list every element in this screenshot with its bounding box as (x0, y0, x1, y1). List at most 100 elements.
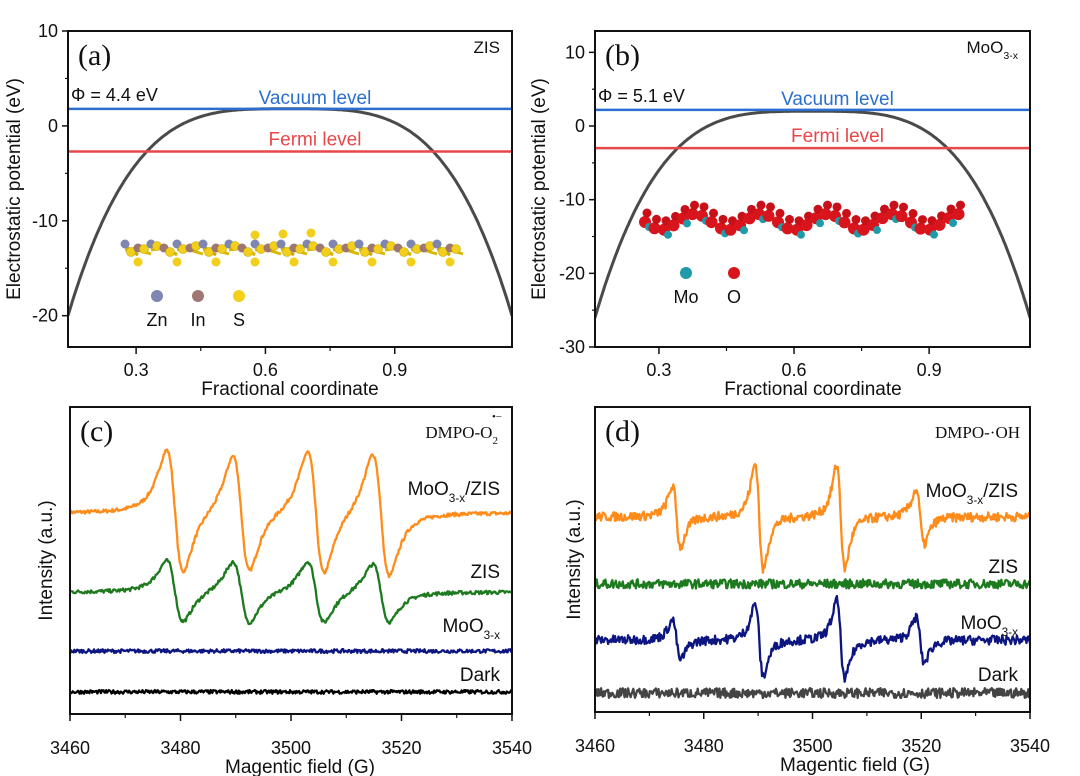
work-function-label: Φ = 5.1 eV (598, 86, 685, 106)
atom (172, 257, 182, 267)
series-line (70, 448, 512, 579)
atom (306, 228, 316, 238)
atom (204, 247, 214, 257)
panel-label: (d) (605, 415, 640, 448)
atom (686, 208, 699, 221)
panel-title-main: MoO (967, 38, 1004, 57)
atom (321, 247, 331, 257)
atom (740, 226, 748, 235)
atom (930, 230, 938, 239)
atom (438, 247, 448, 257)
series-label-sub: 3-x (1002, 626, 1018, 639)
series-line (595, 578, 1030, 590)
legend-label: S (233, 310, 245, 330)
series-label-suffix: /ZIS (983, 481, 1018, 502)
panel-label: (b) (605, 39, 640, 72)
y-tick-label: 0 (48, 116, 58, 136)
atom (823, 200, 832, 210)
legend-label: In (190, 310, 205, 330)
atom (851, 215, 861, 225)
series-line (595, 594, 1030, 683)
series-line (70, 558, 512, 626)
y-axis-title: Electrostatic potential (eV) (529, 78, 550, 300)
x-axis-title: Fractional coordinate (201, 379, 378, 400)
atom (289, 257, 299, 267)
atom (406, 257, 416, 267)
series-label-main: MoO (408, 479, 449, 500)
atom (250, 230, 260, 240)
atom (328, 257, 338, 267)
series-label: MoO3-x (442, 616, 500, 642)
atom (832, 202, 842, 212)
y-tick-label: 10 (565, 42, 585, 62)
legend-label: O (727, 287, 741, 307)
legend-dot-mo (680, 267, 692, 279)
panel-title-main: ZIS (474, 38, 500, 57)
x-tick-label: 3480 (684, 736, 724, 756)
atom (838, 216, 851, 229)
atom (126, 247, 136, 257)
atom (699, 202, 709, 212)
panel-b: 0.3 0.6 0.9 10 0 -10 -20 -30 Fractional coordina… (529, 30, 1031, 400)
atom (451, 244, 461, 254)
series-label-sub: 3-x (484, 629, 500, 642)
panel-title-sup: •− (492, 411, 502, 423)
atom (690, 200, 699, 210)
series-label: MoO3-x (960, 613, 1018, 639)
x-tick-label: 3520 (381, 738, 421, 758)
series-label: ZIS (988, 557, 1018, 578)
x-tick-label: 0.6 (253, 360, 278, 380)
y-tick-label: -30 (559, 337, 585, 357)
x-axis-title: Magentic field (G) (780, 755, 930, 776)
atom (889, 200, 899, 210)
x-axis-title: Fractional coordinate (724, 379, 901, 400)
series-label-main: Dark (460, 665, 501, 686)
legend-dot-zn (151, 290, 163, 302)
zis-structure-image (120, 228, 464, 267)
atom (766, 202, 775, 212)
y-axis-title: Intensity (a.u.) (564, 499, 585, 619)
atom (133, 257, 143, 267)
atom (683, 219, 691, 228)
work-function-label: Φ = 4.4 eV (71, 85, 158, 105)
atom (775, 208, 785, 218)
atom (198, 239, 208, 249)
series-label-main: MoO (926, 481, 967, 502)
atom (918, 215, 927, 225)
plot-frame (69, 406, 513, 715)
legend-dot-in (192, 290, 204, 302)
legend-label: Zn (146, 310, 167, 330)
series-label-sub: 3-x (967, 494, 983, 507)
atom (642, 208, 652, 218)
x-tick-label: 3540 (1010, 736, 1050, 756)
atom (432, 239, 442, 249)
atom (800, 219, 813, 232)
legend-dot-o (728, 267, 740, 279)
y-tick-label: -10 (32, 211, 58, 231)
x-tick-label: 3520 (901, 736, 941, 756)
atom (165, 247, 175, 257)
panel-c: 3460 3480 3500 3520 3540 Magentic field (G) In… (36, 406, 532, 776)
atom (445, 257, 455, 267)
potential-curve (595, 109, 1030, 318)
atom (652, 214, 661, 224)
x-tick-label: 0.3 (646, 360, 671, 380)
series-label: Dark (978, 665, 1019, 686)
atom (282, 247, 292, 257)
series-label-suffix: /ZIS (465, 479, 500, 500)
plot-area (68, 107, 512, 317)
atom (354, 239, 364, 249)
fermi-level-label: Fermi level (791, 126, 884, 147)
panel-label: (c) (80, 415, 113, 448)
atom (295, 244, 305, 254)
atom (908, 209, 918, 219)
atom (895, 210, 908, 223)
atom (816, 219, 824, 228)
atom (762, 209, 775, 222)
series-label-main: MoO (960, 613, 1001, 634)
series-line (595, 462, 1030, 574)
atom (756, 200, 766, 210)
panel-title: ZIS (474, 38, 500, 57)
atom (250, 257, 260, 267)
y-axis-title: Electrostatic potential (eV) (4, 78, 25, 300)
